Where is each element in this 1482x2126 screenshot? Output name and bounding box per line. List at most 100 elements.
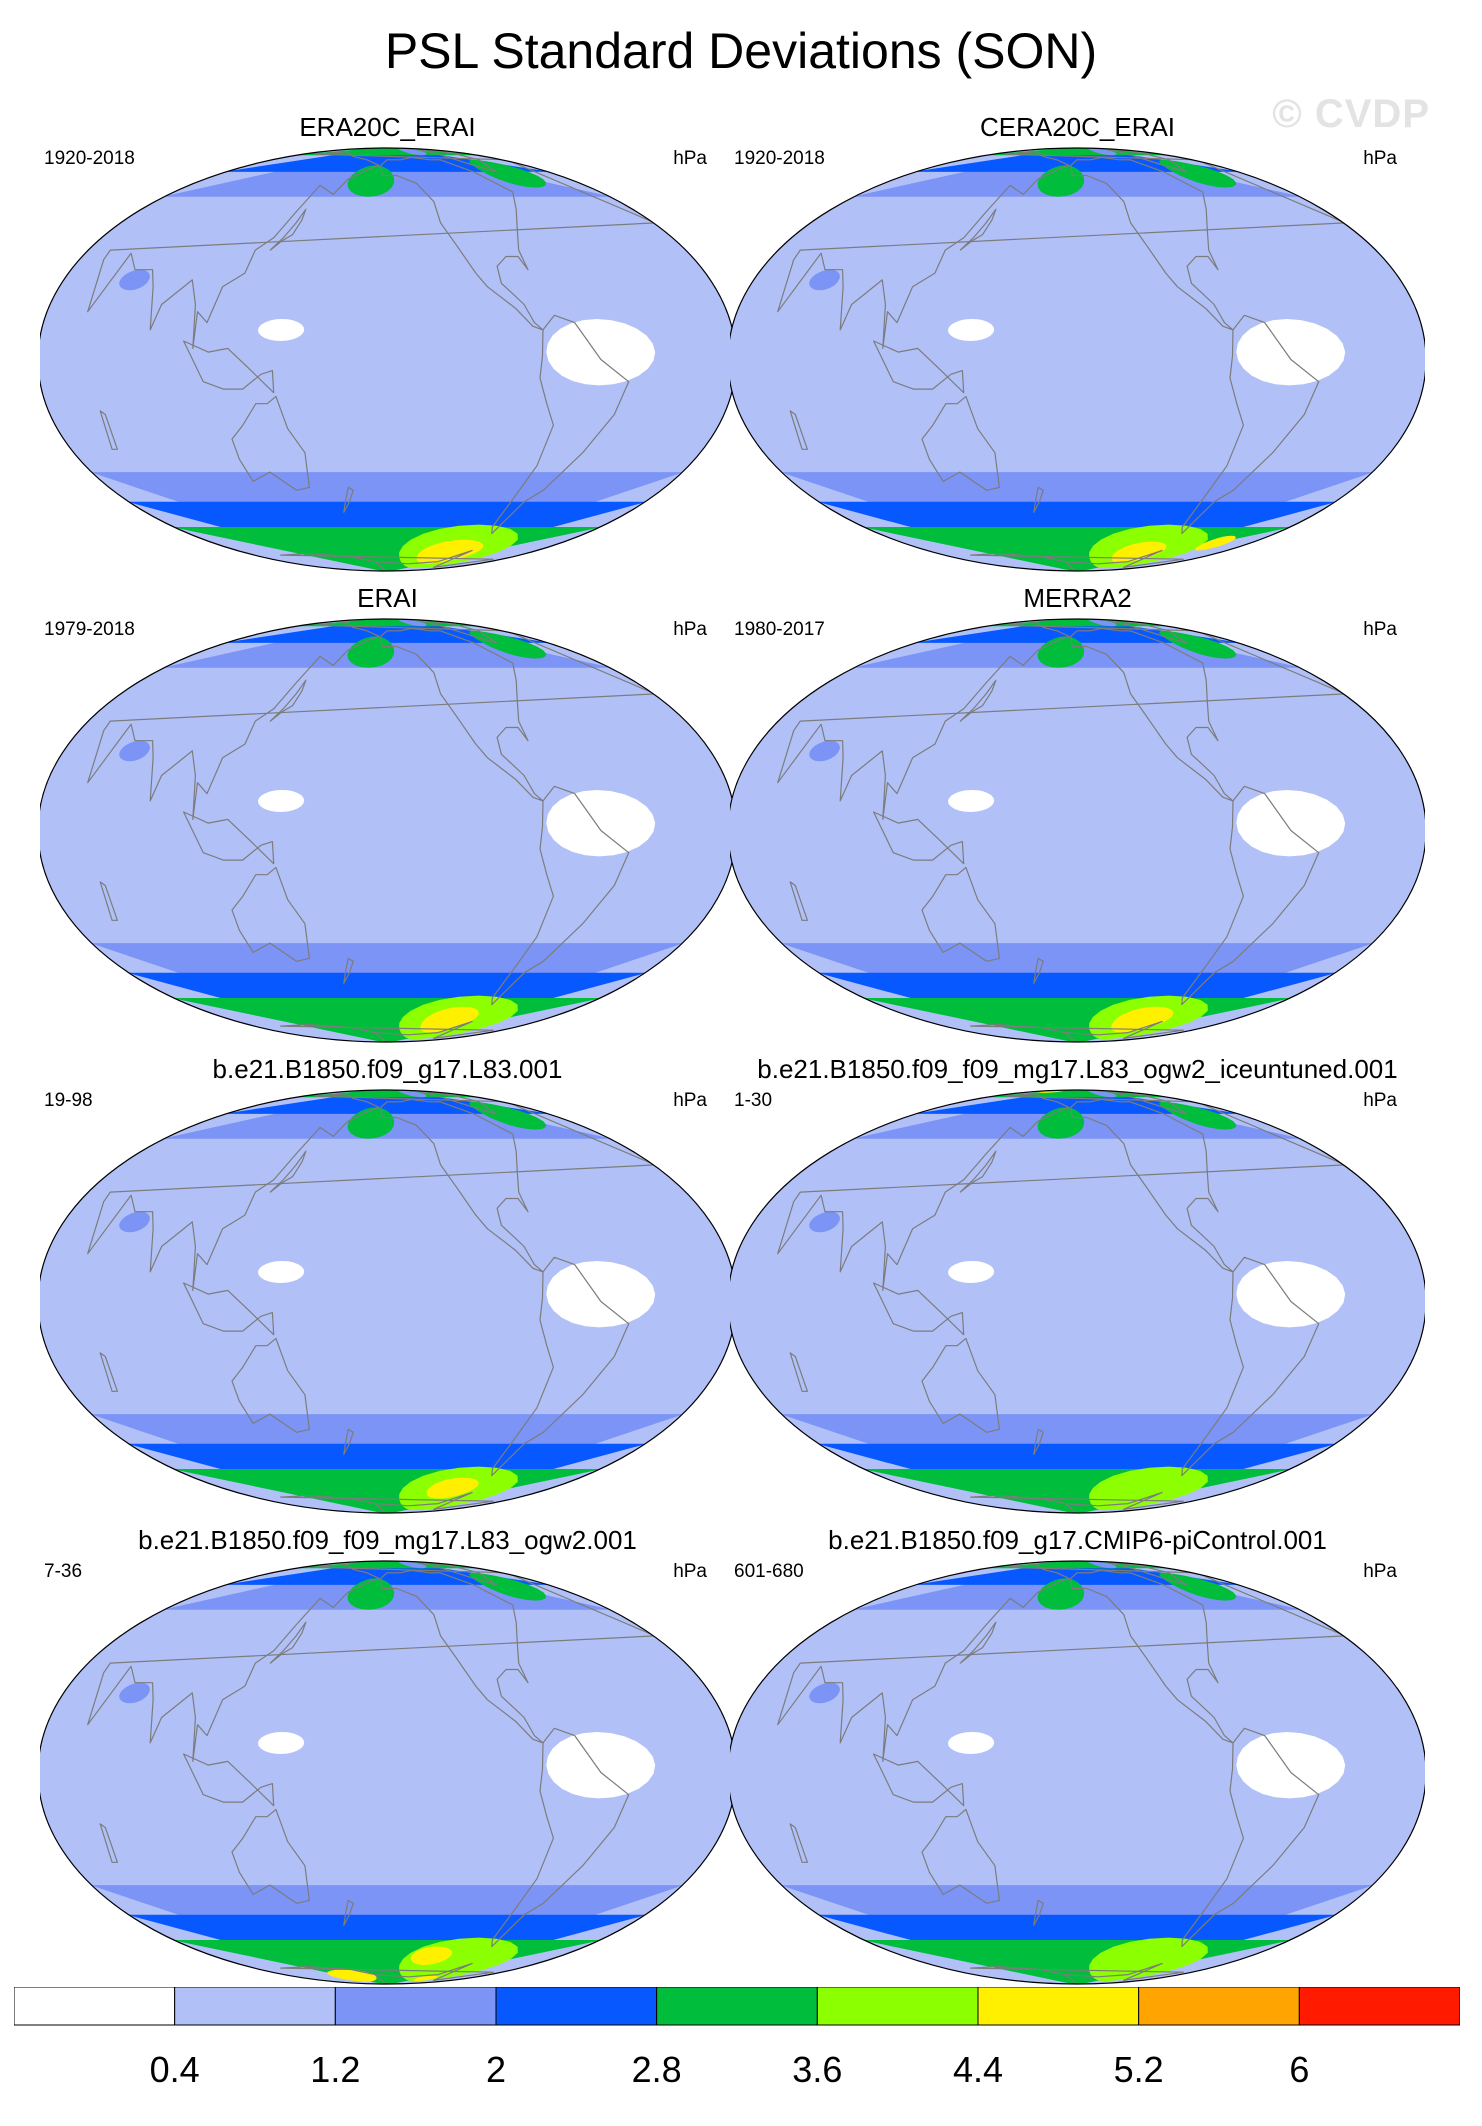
colorbar-tick-label: 1.2 [310,2049,361,2090]
coastline-australia [921,866,1000,962]
map-fill [40,619,735,1042]
colorbar-tick-label: 2 [485,2049,507,2090]
map-plot [40,1560,735,1985]
sd-arabian-patch [809,740,840,762]
map-panel-erai: ERAI 1979-2018 hPa [40,583,735,1048]
sd-background [730,148,1425,571]
sd-arabian-patch [809,1211,840,1233]
coastline-antarctica [280,1962,494,1984]
panel-units: hPa [673,619,707,640]
sd-background [40,619,735,1042]
panel-period: 7-36 [44,1561,83,1582]
sd-tropical-atlantic-low [546,319,656,386]
sd-amundsen-high [1089,1466,1208,1511]
colorbar-tick-label: 4.4 [952,2049,1004,2090]
coastline-asia [777,151,1346,349]
coastline-namerica [1070,1098,1234,1273]
coastline-japan [959,1150,997,1193]
coastline-australia [231,866,310,962]
sd-canadian-arctic [395,1561,427,1569]
panel-period: 1980-2017 [734,619,825,640]
map-plot [40,618,735,1043]
sd-maximum [1111,541,1167,563]
coastline-indonesia [873,1282,965,1336]
panel-period: 1920-2018 [734,148,825,169]
panel-units: hPa [673,148,707,169]
coastline-samerica [491,314,630,535]
coastline-nz [343,486,354,513]
sd-tropical-atlantic-low [546,1732,656,1799]
coastline-asia [87,151,656,349]
coastline-antarctica [970,1491,1184,1513]
colorbar-swatch [334,1986,497,2026]
coastline-nz [343,1428,354,1455]
coastline-asia [777,1564,1346,1762]
coastline-madagascar [99,410,118,450]
colorbar-tick-label: 3.6 [792,2049,843,2090]
sd-arabian-patch [809,1682,840,1704]
coastline-indonesia [183,340,275,394]
coastline-asia [87,1564,656,1762]
sd-western-pacific-low [258,790,305,812]
map-fill [40,1090,735,1513]
colorbar-tick-label: 6 [1289,2049,1310,2090]
sd-maximum [413,1975,438,1982]
panel-title: ERAI [357,583,418,613]
sd-arabian-patch [809,269,840,291]
sd-western-pacific-low [258,1261,305,1283]
sd-tropical-atlantic-low [1236,319,1346,386]
map-border [730,1089,1425,1514]
sd-arabian-patch [119,1682,150,1704]
coastline-namerica [380,1098,544,1273]
panel-units: hPa [1363,619,1397,640]
panel-title: CERA20C_ERAI [979,112,1176,142]
coastline-antarctica [970,1962,1184,1984]
sd-western-pacific-low [948,790,995,812]
sd-background [40,1561,735,1984]
panel-period: 1920-2018 [44,148,135,169]
coastline-nz [1033,1428,1044,1455]
sd-background [730,1561,1425,1984]
map-fill [730,1561,1425,1984]
map-border [40,1089,735,1514]
watermark: © CVDP [1272,92,1430,136]
sd-canadian-arctic [1085,619,1117,627]
map-plot [40,1089,735,1514]
panel-period: 1-30 [734,1090,773,1111]
map-border [730,1560,1425,1985]
sd-amundsen-high [1089,1937,1208,1982]
map-fill [40,148,735,571]
sd-background [730,619,1425,1042]
coastline-nz [1033,957,1044,984]
map-panel-cera20c-erai: CERA20C_ERAI 1920-2018 hPa [730,112,1425,577]
panel-period: 19-98 [44,1090,93,1111]
sd-tropical-atlantic-low [1236,1732,1346,1799]
coastline-madagascar [789,881,808,921]
coastline-australia [231,1337,310,1433]
sd-western-pacific-low [948,1261,995,1283]
coastline-indonesia [873,340,965,394]
sd-canadian-arctic [1085,1561,1117,1569]
coastline-madagascar [789,410,808,450]
sd-western-pacific-low [948,319,995,341]
sd-western-pacific-low [258,319,305,341]
panel-title: b.e21.B1850.f09_f09_mg17.L83_ogw2_iceunt… [757,1054,1398,1084]
coastline-namerica [380,156,544,331]
colorbar-swatch [495,1986,658,2026]
sd-maximum [420,1006,479,1033]
sd-maximum [411,1946,453,1966]
panel-units: hPa [1363,1090,1397,1111]
panel-units: hPa [673,1561,707,1582]
panel-period: 1979-2018 [44,619,135,640]
coastline-japan [269,208,307,251]
sd-canadian-arctic [1085,148,1117,156]
map-fill [730,1090,1425,1513]
sd-canadian-arctic [1085,1090,1117,1098]
map-plot [730,1089,1425,1514]
coastline-namerica [1070,1569,1234,1744]
coastline-samerica [491,1727,630,1948]
sd-western-pacific-low [258,1732,305,1754]
coastline-indonesia [873,1753,965,1807]
coastline-nz [1033,1899,1044,1926]
map-fill [730,148,1425,571]
